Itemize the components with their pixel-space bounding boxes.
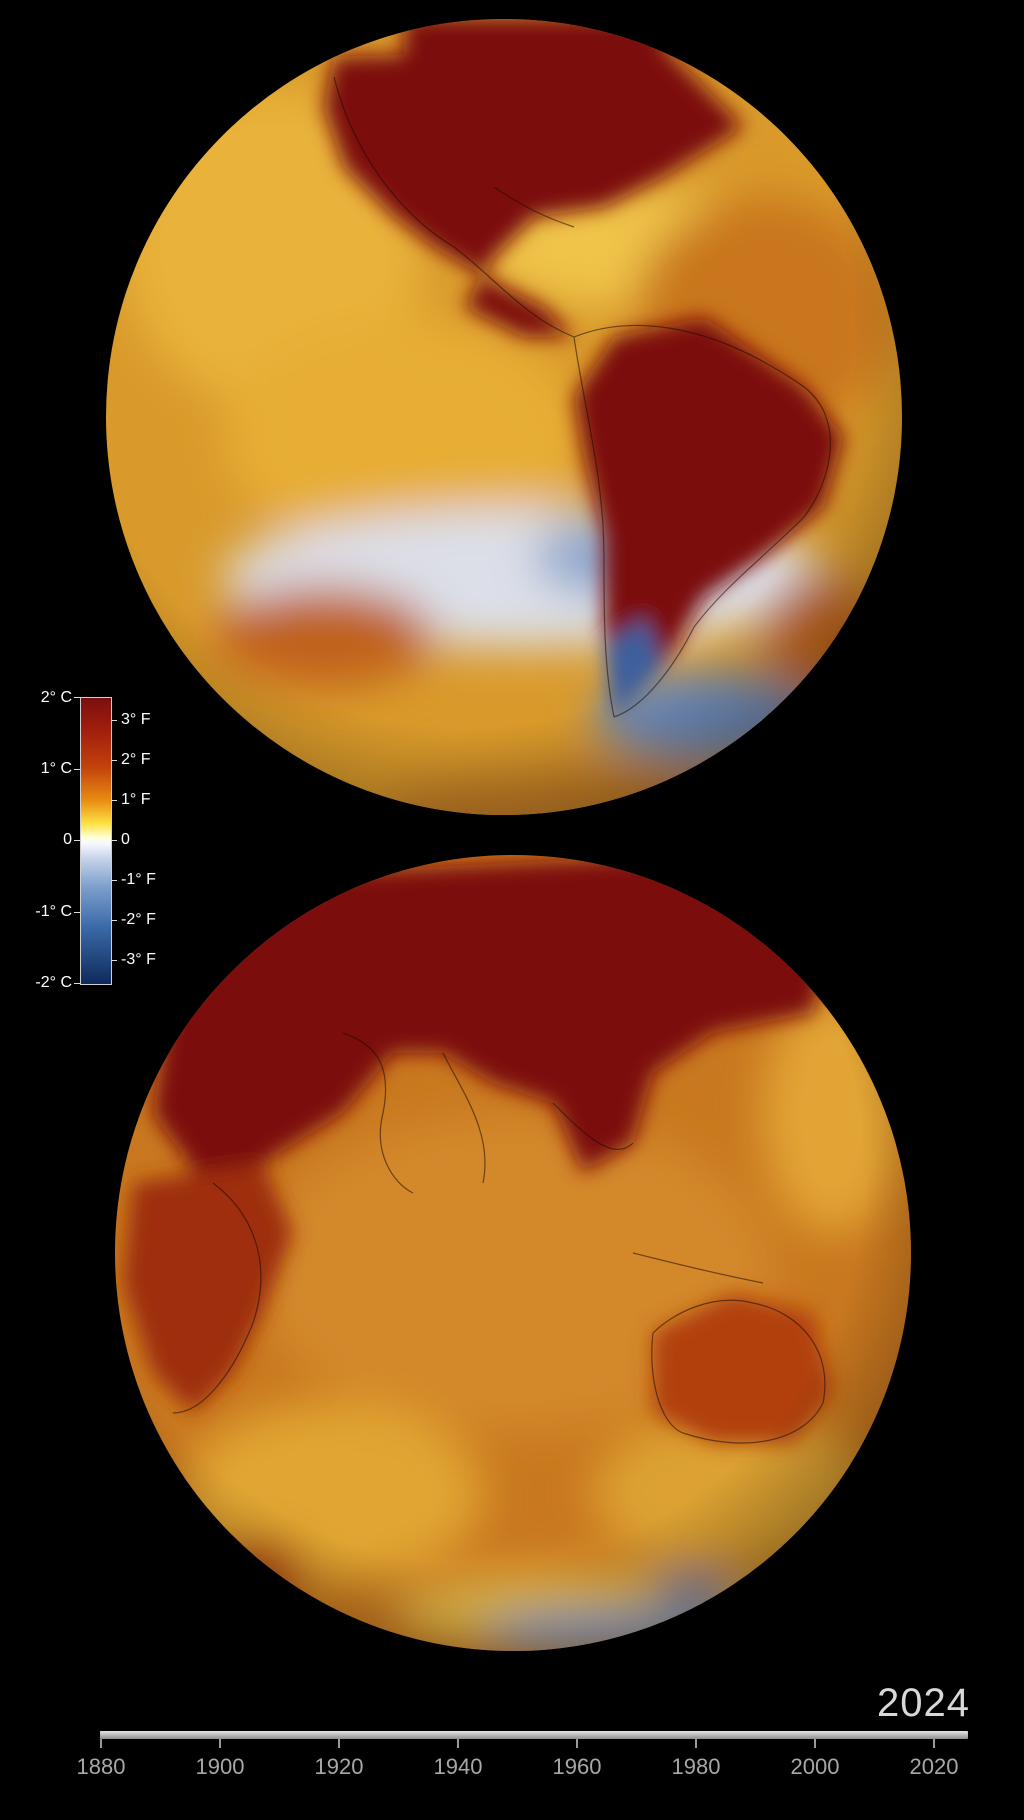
legend-tick-fahrenheit	[111, 880, 117, 881]
timeline-year-label: 2020	[909, 1754, 959, 1779]
legend-label-fahrenheit: -1° F	[121, 871, 156, 888]
timeline-tick	[695, 1739, 697, 1748]
legend-label-celsius: 1° C	[40, 760, 72, 777]
legend-label-celsius: 2° C	[40, 689, 72, 706]
legend-label-fahrenheit: 0	[121, 831, 130, 848]
timeline-slider[interactable]	[100, 1731, 968, 1739]
legend-tick-celsius	[74, 697, 80, 698]
legend-tick-celsius	[74, 769, 80, 770]
timeline-year-label: 1920	[314, 1754, 364, 1779]
globe-eastern-hemisphere	[115, 855, 911, 1651]
legend-label-celsius: 0	[63, 831, 72, 848]
timeline-year-label: 1960	[552, 1754, 602, 1779]
current-year-label: 2024	[877, 1681, 970, 1725]
timeline-year-label: 1880	[76, 1754, 126, 1779]
timeline-year-label: 2000	[790, 1754, 840, 1779]
timeline-tick	[576, 1739, 578, 1748]
legend-tick-fahrenheit	[111, 720, 117, 721]
globe-western-hemisphere	[106, 19, 902, 815]
timeline-tick	[814, 1739, 816, 1748]
legend-label-fahrenheit: 1° F	[121, 791, 151, 808]
legend-tick-fahrenheit	[111, 800, 117, 801]
legend-color-bar	[80, 697, 112, 985]
legend-tick-fahrenheit	[111, 840, 117, 841]
legend-tick-fahrenheit	[111, 960, 117, 961]
legend-tick-celsius	[74, 840, 80, 841]
legend-tick-fahrenheit	[111, 760, 117, 761]
timeline-year-label: 1940	[433, 1754, 483, 1779]
legend-label-celsius: -1° C	[35, 903, 72, 920]
legend-tick-celsius	[74, 983, 80, 984]
legend-label-fahrenheit: -3° F	[121, 951, 156, 968]
legend-tick-fahrenheit	[111, 920, 117, 921]
timeline-tick	[100, 1739, 102, 1748]
timeline-tick	[219, 1739, 221, 1748]
legend-label-fahrenheit: 2° F	[121, 751, 151, 768]
legend-label-fahrenheit: -2° F	[121, 911, 156, 928]
legend-label-fahrenheit: 3° F	[121, 711, 151, 728]
timeline-year-label: 1900	[195, 1754, 245, 1779]
timeline-tick	[933, 1739, 935, 1748]
timeline-tick	[338, 1739, 340, 1748]
legend-tick-celsius	[74, 912, 80, 913]
temperature-legend: 2° C 1° C 0 -1° C -2° C 3° F 2° F 1° F 0…	[0, 689, 180, 991]
legend-label-celsius: -2° C	[35, 974, 72, 991]
timeline-year-label: 1980	[671, 1754, 721, 1779]
timeline-tick	[457, 1739, 459, 1748]
